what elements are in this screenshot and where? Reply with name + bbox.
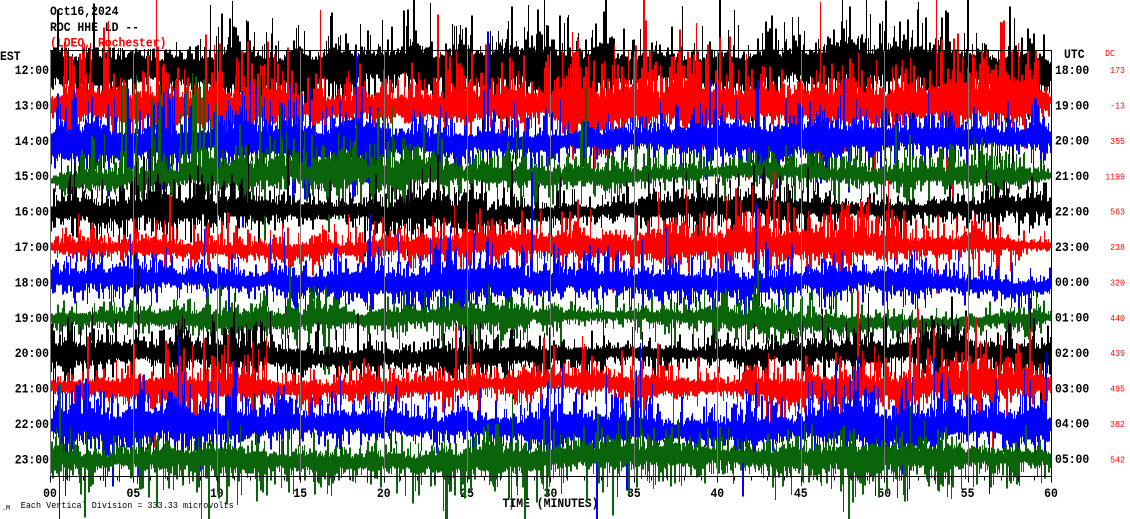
- svg-text:542: 542: [1110, 454, 1125, 465]
- svg-text:22:00: 22:00: [1055, 205, 1089, 219]
- svg-text:18:00: 18:00: [15, 276, 49, 290]
- svg-text:00: 00: [43, 487, 57, 501]
- svg-text:05:00: 05:00: [1055, 453, 1089, 467]
- svg-text:04:00: 04:00: [1055, 418, 1089, 432]
- svg-text:DC: DC: [1105, 48, 1115, 59]
- svg-text:23:00: 23:00: [15, 453, 49, 467]
- svg-text:173: 173: [1110, 65, 1125, 76]
- svg-text:382: 382: [1110, 419, 1125, 430]
- svg-text:20: 20: [377, 487, 391, 501]
- svg-text:14:00: 14:00: [15, 135, 49, 149]
- svg-text:19:00: 19:00: [1055, 99, 1089, 113]
- svg-text:16:00: 16:00: [15, 206, 49, 220]
- svg-text:1199: 1199: [1105, 171, 1125, 182]
- svg-text:13:00: 13:00: [15, 100, 49, 114]
- svg-text:TIME (MINUTES): TIME (MINUTES): [503, 497, 599, 511]
- svg-text:03:00: 03:00: [1055, 382, 1089, 396]
- svg-text:20:00: 20:00: [15, 347, 49, 361]
- svg-text:10: 10: [210, 487, 224, 501]
- svg-text:Oct16,2024: Oct16,2024: [50, 5, 119, 19]
- svg-text:-13: -13: [1110, 101, 1125, 112]
- svg-text:495: 495: [1110, 384, 1125, 395]
- svg-text:60: 60: [1044, 487, 1058, 501]
- svg-text:15:00: 15:00: [15, 170, 49, 184]
- svg-text:55: 55: [961, 487, 975, 501]
- svg-text:12:00: 12:00: [15, 64, 49, 78]
- svg-text:439: 439: [1110, 348, 1125, 359]
- svg-text:00:00: 00:00: [1055, 276, 1089, 290]
- svg-text:18:00: 18:00: [1055, 64, 1089, 78]
- svg-text:238: 238: [1110, 242, 1125, 253]
- svg-text:563: 563: [1110, 207, 1125, 218]
- svg-text:35: 35: [627, 487, 641, 501]
- svg-text:02:00: 02:00: [1055, 347, 1089, 361]
- svg-text:22:00: 22:00: [15, 418, 49, 432]
- svg-text:20:00: 20:00: [1055, 135, 1089, 149]
- svg-text:23:00: 23:00: [1055, 241, 1089, 255]
- svg-text:Each Vertical Division = 333.: Each Vertical Division = 333.33 microvol…: [21, 500, 234, 511]
- svg-text:21:00: 21:00: [1055, 170, 1089, 184]
- svg-text:.M: .M: [2, 505, 10, 513]
- svg-text:40: 40: [710, 487, 724, 501]
- svg-text:EST: EST: [0, 50, 21, 64]
- svg-text:19:00: 19:00: [15, 312, 49, 326]
- svg-text:45: 45: [794, 487, 808, 501]
- svg-text:05: 05: [127, 487, 141, 501]
- svg-text:21:00: 21:00: [15, 383, 49, 397]
- svg-text:320: 320: [1110, 278, 1125, 289]
- svg-text:355: 355: [1110, 136, 1125, 147]
- svg-text:15: 15: [293, 487, 307, 501]
- svg-text:UTC: UTC: [1064, 48, 1085, 62]
- svg-text:01:00: 01:00: [1055, 312, 1089, 326]
- svg-text:440: 440: [1110, 313, 1125, 324]
- svg-text:17:00: 17:00: [15, 241, 49, 255]
